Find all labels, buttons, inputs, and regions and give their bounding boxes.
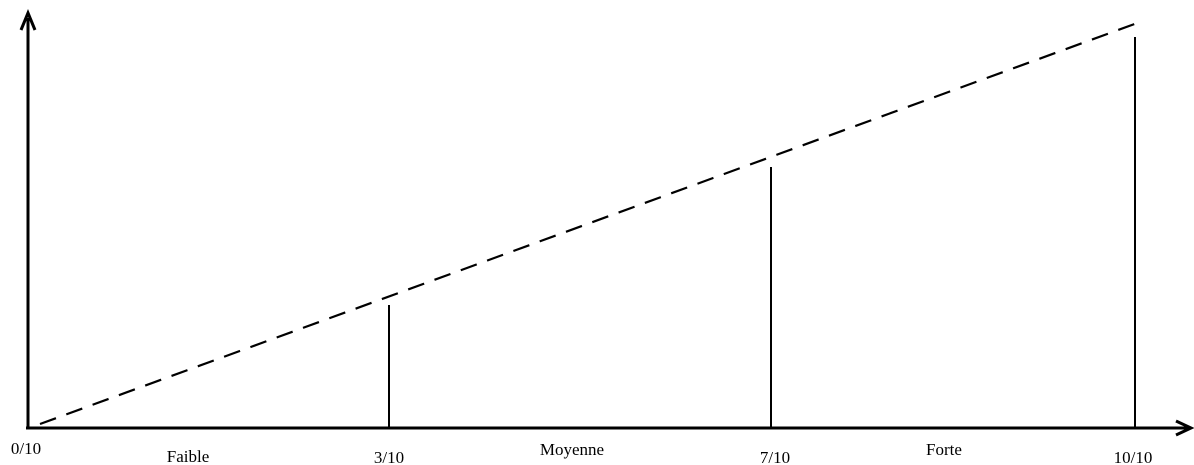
zone-label-forte: Forte (926, 440, 962, 459)
zone-label-faible: Faible (167, 447, 210, 465)
tick-label-3: 3/10 (374, 448, 404, 465)
trend-line (39, 20, 1141, 426)
tick-label-min: 0/10 (11, 439, 41, 458)
x-axis-arrowhead (1175, 419, 1194, 437)
zone-label-moyenne: Moyenne (540, 440, 604, 459)
tick-label-7: 7/10 (760, 448, 790, 465)
y-axis-arrowhead (19, 9, 37, 31)
tick-label-10: 10/10 (1114, 448, 1153, 465)
